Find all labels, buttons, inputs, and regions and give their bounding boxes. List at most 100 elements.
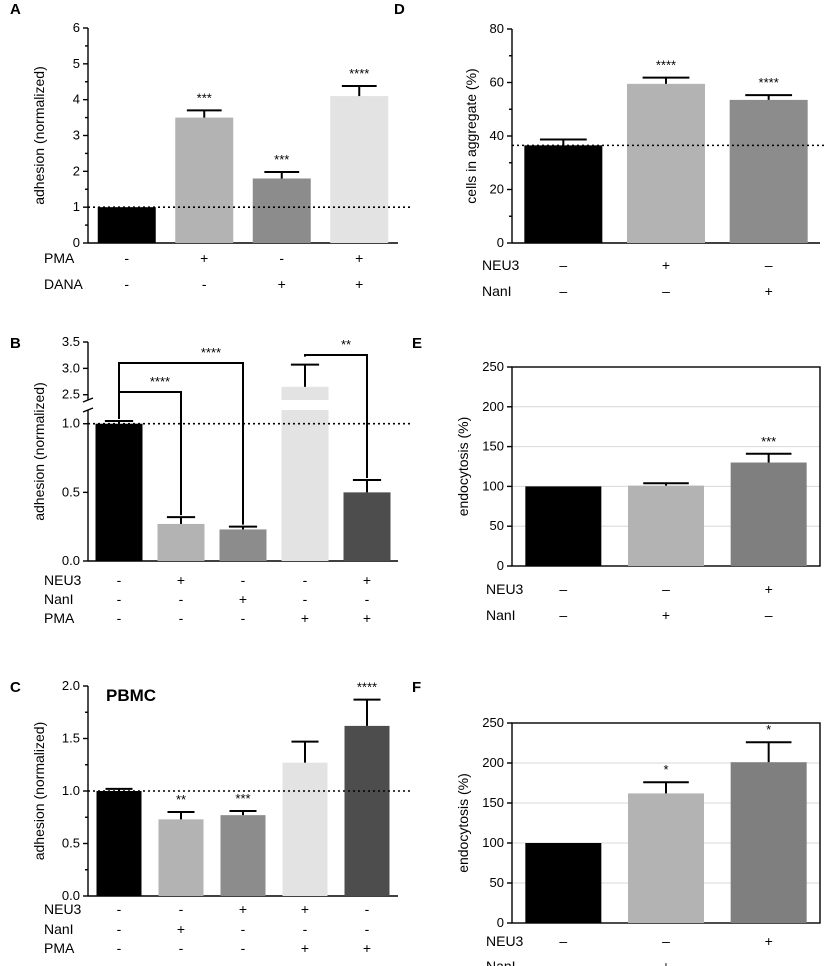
y-tick-label: 0.0 [62,553,80,568]
significance-label: *** [235,791,250,806]
y-tick-label: 1.0 [62,416,80,431]
bar [330,96,389,243]
bar [525,843,602,923]
y-tick-label: 60 [490,75,504,90]
y-tick-label: 3.5 [62,334,80,349]
comparison-bracket [118,362,244,525]
condition-sign: - [202,276,207,292]
bar [219,529,267,561]
condition-sign: + [301,610,309,626]
y-tick-label: 1.0 [62,783,80,798]
panel-label: B [10,335,21,352]
condition-sign: + [662,257,670,273]
bar [524,145,603,243]
y-tick-label: 4 [73,92,80,107]
y-tick-label: 40 [490,128,504,143]
condition-sign: - [241,572,246,588]
y-axis-label: adhesion (normalized) [31,66,47,205]
condition-sign: - [365,901,370,917]
condition-sign: + [200,250,208,266]
y-axis-label: endocytosis (%) [455,417,471,517]
y-tick-label: 5 [73,56,80,71]
axis-break-mark [82,407,94,413]
y-tick-label: 1.5 [62,731,80,746]
y-tick-label: 1 [73,199,80,214]
condition-label: DANA [44,276,84,292]
condition-sign: + [355,276,363,292]
condition-sign: - [303,921,308,937]
condition-sign: – [559,581,567,597]
y-tick-label: 2 [73,163,80,178]
comparison-label: **** [201,345,221,360]
y-tick-label: 200 [482,399,504,414]
condition-sign: - [117,610,122,626]
bar [252,178,311,243]
condition-sign: – [559,607,567,623]
condition-label: NEU3 [44,572,82,588]
y-tick-label: 0 [497,235,504,250]
y-tick-label: 100 [482,835,504,850]
y-axis-label: adhesion (normalized) [31,722,47,861]
condition-sign: - [124,250,129,266]
bar [96,791,142,896]
condition-sign: - [241,940,246,956]
condition-sign: – [559,283,567,299]
condition-sign: - [117,901,122,917]
condition-sign: – [662,283,670,299]
condition-sign: + [177,572,185,588]
condition-sign: - [117,921,122,937]
condition-sign: + [177,921,185,937]
condition-sign: + [301,940,309,956]
condition-sign: - [124,276,129,292]
condition-sign: – [662,933,670,949]
y-tick-label: 0 [497,558,504,573]
condition-sign: + [355,250,363,266]
significance-label: **** [349,66,369,81]
bar [282,762,328,896]
condition-sign: - [365,591,370,607]
y-tick-label: 200 [482,755,504,770]
panel-label: E [412,335,422,352]
condition-sign: + [239,901,247,917]
bar [220,815,266,896]
y-tick-label: 0.0 [62,888,80,903]
panel-label: A [10,1,21,18]
significance-label: **** [357,680,377,695]
y-tick-label: 2.5 [62,387,80,402]
panel-c: C 0.0 0.5 1.0 1.5 2.0 adhesion (normalized) PBM… [10,678,412,956]
y-tick-label: 0.5 [62,484,80,499]
condition-sign: – [559,958,567,966]
bar [343,492,391,561]
y-tick-label: 2.0 [62,678,80,693]
significance-label: * [663,762,668,777]
significance-label: **** [656,58,676,73]
y-tick-label: 150 [482,795,504,810]
bar [730,762,807,923]
significance-label: * [766,722,771,737]
bar [628,793,704,923]
condition-label: NEU3 [486,933,524,949]
y-axis-label: endocytosis (%) [455,773,471,873]
panel-label: D [394,1,405,18]
panel-d: D 0 20 40 60 80 cells in aggregate (%) **** ****… [394,1,826,299]
bar [281,386,329,400]
y-tick-label: 0 [73,235,80,250]
condition-label: PMA [44,940,75,956]
condition-label: NanI [486,958,516,966]
condition-sign: – [559,933,567,949]
condition-label: NEU3 [44,901,82,917]
significance-label: *** [274,152,289,167]
y-tick-label: 3 [73,128,80,143]
bar [525,486,602,566]
y-tick-label: 100 [482,478,504,493]
y-tick-label: 50 [490,518,504,533]
condition-sign: - [117,940,122,956]
comparison-label: ** [341,337,351,352]
y-tick-label: 3.0 [62,360,80,375]
condition-sign: + [239,591,247,607]
condition-label: NEU3 [482,257,520,273]
panel-b: B 0.0 0.5 1.0 2.5 3.0 3.5 adhesion (normalized)… [10,334,412,626]
bar [157,523,205,561]
